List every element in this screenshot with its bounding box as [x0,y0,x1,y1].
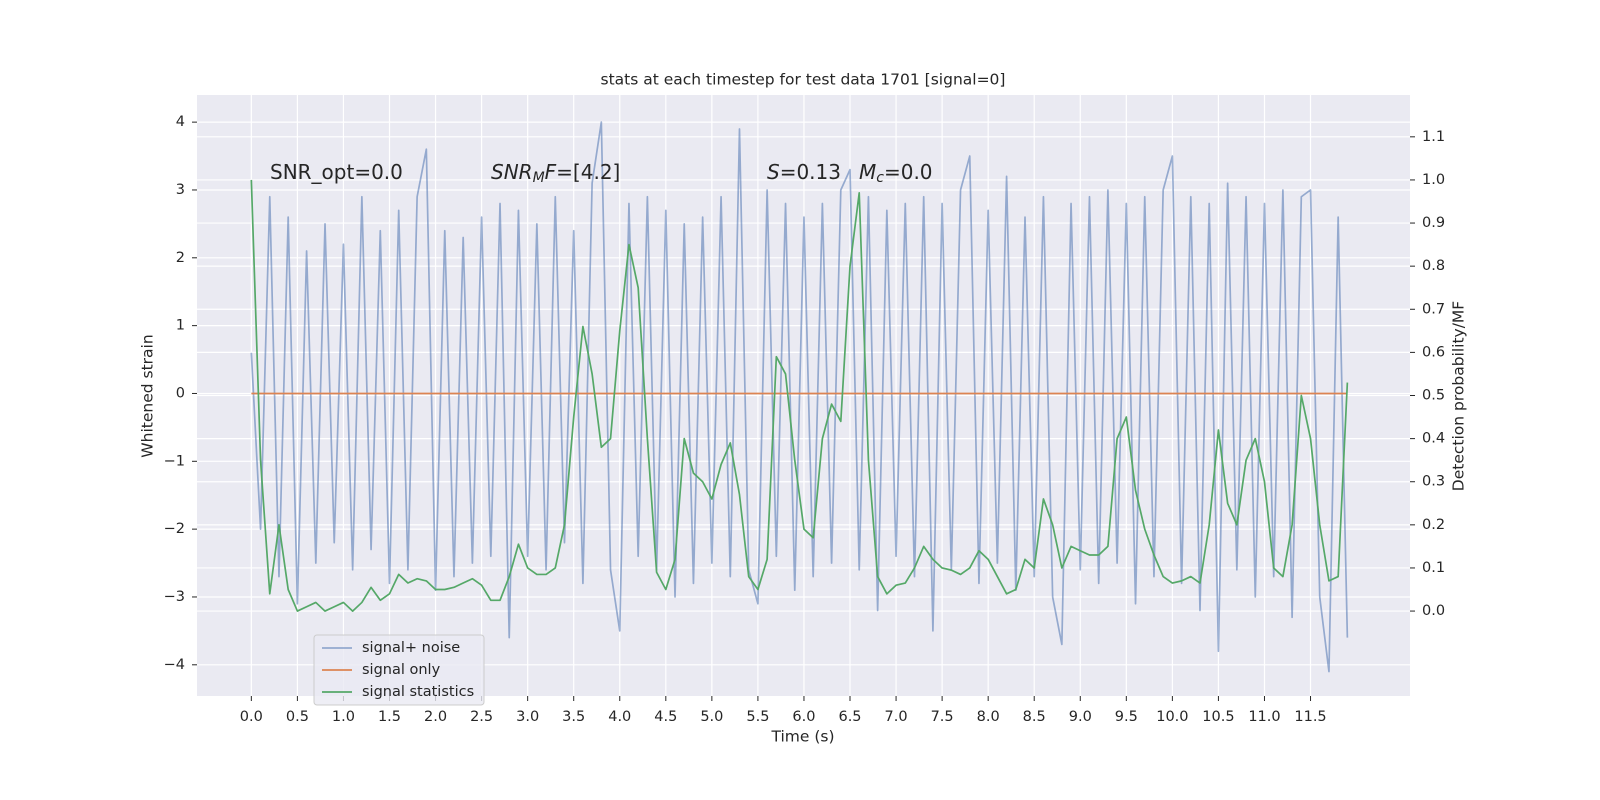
annotation: SNRMF=[4.2] [491,160,620,187]
legend: signal+ noise signal only signal statistic… [313,634,485,706]
y-tick-label: 1 [176,318,185,334]
legend-label: signal statistics [362,684,474,700]
y-axis-label: Whitened strain [139,334,157,457]
annotation-part: M [533,170,545,186]
series-line [250,179,1349,612]
y-tick-label: −4 [164,657,185,673]
x-tick-label: 1.0 [332,709,355,725]
annotation: SNR_opt=0.0 [270,160,403,184]
y-tick-label: −2 [164,521,185,537]
x-tick-label: 5.5 [746,709,769,725]
x-tick-label: 6.5 [838,709,861,725]
chart-title: stats at each timestep for test data 170… [601,71,1006,89]
y-tick-label: 4 [176,114,185,130]
y2-tick-label: 1.0 [1422,172,1445,188]
x-tick-label: 9.5 [1115,709,1138,725]
x-tick-label: 0.0 [240,709,263,725]
annotation-part: SNR_opt=0.0 [270,160,403,184]
legend-label: signal+ noise [362,640,460,656]
y-tick-label: 2 [176,250,185,266]
x-tick-label: 3.0 [516,709,539,725]
x-tick-label: 9.0 [1069,709,1092,725]
annotation-part: c [876,170,884,186]
y2-axis-label: Detection probability/MF [1450,301,1468,492]
x-tick-label: 2.0 [424,709,447,725]
x-tick-label: 10.5 [1202,709,1234,725]
x-tick-label: 7.5 [931,709,954,725]
y-tick-label: 0 [176,385,185,401]
y2-tick-label: 0.9 [1422,215,1445,231]
y2-tick-label: 0.3 [1422,474,1445,490]
annotation-part: =0.0 [884,160,933,184]
y2-tick-label: 0.4 [1422,431,1445,447]
annotation-part: F [545,160,557,184]
legend-label: signal only [362,662,441,678]
annotation: Mc=0.0 [859,160,933,187]
y-tick-label: −3 [164,589,185,605]
y2-tick-label: 0.6 [1422,344,1445,360]
x-tick-label: 10.0 [1156,709,1188,725]
x-tick-label: 7.0 [885,709,908,725]
x-tick-label: 11.0 [1248,709,1280,725]
x-tick-label: 8.0 [977,709,1000,725]
x-tick-label: 8.5 [1023,709,1046,725]
annotation-part: S [767,160,780,184]
y2-tick-label: 1.1 [1422,129,1445,145]
x-tick-label: 11.5 [1294,709,1326,725]
series-line [250,121,1349,673]
y-tick-label: −1 [164,453,185,469]
annotation-part: SNR [491,160,533,184]
y2-tick-label: 0.2 [1422,517,1445,533]
x-tick-label: 1.5 [378,709,401,725]
annotation-part: M [859,160,876,184]
y2-tick-label: 0.5 [1422,388,1445,404]
y2-tick-label: 0.8 [1422,258,1445,274]
y2-tick-label: 0.7 [1422,301,1445,317]
x-tick-label: 2.5 [470,709,493,725]
x-axis-label: Time (s) [770,728,834,746]
annotation-part: =[4.2] [556,160,620,184]
x-tick-label: 3.5 [562,709,585,725]
annotation: S=0.13 [767,160,841,184]
x-tick-label: 4.5 [654,709,677,725]
y2-tick-label: 0.1 [1422,560,1445,576]
x-tick-label: 4.0 [608,709,631,725]
x-tick-label: 6.0 [792,709,815,725]
y2-tick-label: 0.0 [1422,603,1445,619]
x-tick-label: 5.0 [700,709,723,725]
annotation-part: =0.13 [780,160,841,184]
y-tick-label: 3 [176,182,185,198]
x-tick-label: 0.5 [286,709,309,725]
legend-box [313,634,485,706]
